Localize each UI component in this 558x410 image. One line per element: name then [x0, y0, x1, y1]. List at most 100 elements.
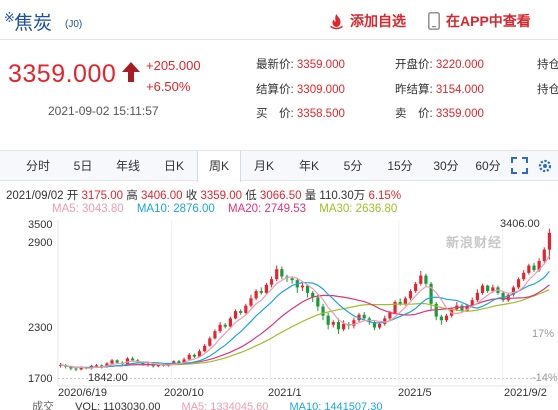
tab-intraday[interactable]: 分时 [25, 159, 50, 173]
quote-timestamp: 2021-09-02 15:11:57 [48, 104, 159, 118]
x-tick-2021-1: 2021/1 [268, 387, 302, 399]
candle-body-70 [419, 275, 423, 284]
candlestick-chart[interactable] [0, 214, 558, 410]
candle-body-62 [378, 323, 382, 328]
ma-legend: MA5: 3043.80 MA10: 2876.00 MA20: 2749.53… [52, 203, 407, 215]
candle-body-72 [429, 283, 433, 304]
candle-body-28 [203, 345, 207, 352]
candle-body-80 [470, 300, 474, 306]
candle-body-35 [239, 311, 243, 313]
info-volume: 110.30万 [319, 190, 366, 202]
x-tick-2021-5: 2021/5 [398, 387, 432, 399]
candle-body-47 [300, 285, 305, 288]
candle-body-79 [465, 305, 469, 312]
candle-body-50 [316, 297, 320, 307]
tab-5min[interactable]: 5分 [343, 159, 363, 173]
candle-body-10 [110, 360, 114, 364]
stat-latest: 最新价: 3359.000 [256, 59, 345, 71]
candle-body-22 [172, 361, 176, 364]
ma30-line [60, 289, 550, 369]
tab-year-k[interactable]: 年K [298, 159, 319, 173]
candle-body-38 [254, 291, 258, 299]
open-in-app-button[interactable]: 在APP中查看 [428, 11, 531, 31]
info-high: 3406.00 [140, 190, 183, 202]
tab-5day[interactable]: 5日 [73, 159, 93, 173]
candle-body-92 [532, 265, 536, 271]
stat-hold: 持仓 [537, 59, 558, 71]
phone-icon [428, 12, 440, 30]
tab-year-line[interactable]: 年线 [115, 159, 140, 173]
pct-tick-17: 17% [532, 328, 555, 340]
volume-legend: 成交 VOL: 1103030.00 MA5: 1334045.60 MA10:… [32, 398, 400, 410]
candle-body-54 [336, 322, 341, 330]
stat-prev-settle: 昨结算: 3154.000 [395, 84, 484, 96]
tab-month-k[interactable]: 月K [253, 159, 274, 173]
candle-info-bar: 2021/09/02 开 3175.00 高 3406.00 收 3359.00… [6, 190, 402, 202]
tab-30min[interactable]: 30分 [433, 159, 459, 173]
stat-buy: 买 价: 3358.500 [256, 108, 345, 120]
ma10-line [60, 271, 550, 369]
volume-ma10: MA10: 1441507.30 [289, 401, 383, 410]
candle-body-78 [460, 305, 464, 312]
candle-body-45 [290, 278, 294, 281]
period-tabs: 分时 5日 年线 日K 周K 月K 年K 5分 15分 30分 60分 [0, 150, 558, 182]
candle-body-41 [269, 279, 274, 285]
ma10-value: MA10: 2876.00 [136, 203, 215, 215]
price-change-percent: +6.50% [146, 79, 191, 94]
fullscreen-icon[interactable] [511, 157, 528, 174]
tab-week-k[interactable]: 周K [197, 151, 241, 182]
candle-body-30 [213, 331, 217, 339]
candle-body-24 [182, 359, 186, 364]
info-pct: 6.15% [368, 190, 402, 202]
candle-body-84 [491, 287, 495, 292]
contract-code: (J0) [65, 19, 83, 30]
candle-body-11 [115, 360, 119, 363]
candle-body-89 [516, 279, 521, 288]
candle-body-74 [439, 316, 443, 321]
candle-body-25 [187, 354, 191, 360]
y-tick-2900: 2900 [28, 237, 53, 249]
tab-60min[interactable]: 60分 [475, 159, 501, 173]
candle-body-14 [131, 358, 135, 361]
candle-body-9 [105, 363, 109, 367]
candle-body-52 [326, 315, 330, 325]
tab-15min[interactable]: 15分 [387, 159, 413, 173]
info-open: 3175.00 [81, 190, 124, 202]
candle-body-87 [506, 294, 510, 301]
candle-body-36 [244, 305, 248, 313]
pct-tick-minus14: -14% [532, 372, 558, 384]
volume-ma5: MA5: 1334045.60 [181, 401, 269, 410]
add-favorite-button[interactable]: 添加自选 [328, 11, 406, 31]
y-tick-1700: 1700 [28, 373, 53, 385]
open-in-app-label: 在APP中查看 [446, 13, 531, 29]
volume-value: VOL: 1103030.00 [75, 401, 161, 410]
info-low: 3066.50 [259, 190, 302, 202]
candle-body-8 [100, 365, 104, 367]
last-price: 3359.000 [8, 60, 117, 88]
candle-body-16 [141, 362, 145, 365]
candle-body-4 [79, 367, 83, 370]
tab-day-k[interactable]: 日K [163, 159, 184, 173]
candle-body-27 [197, 351, 202, 357]
candle-body-67 [403, 298, 407, 304]
y-tick-2300: 2300 [28, 322, 53, 334]
x-tick-2020-10: 2020/10 [164, 387, 204, 399]
candle-body-88 [511, 287, 516, 295]
candle-body-43 [280, 269, 284, 277]
candle-body-83 [486, 285, 490, 292]
candle-body-3 [74, 368, 78, 370]
stats-panel: 最新价: 3359.000 开盘价: 3220.000 持仓 结算价: 3309… [0, 54, 558, 124]
page-header: ※ 焦炭 (J0) 添加自选 在APP中查看 [0, 0, 558, 40]
candle-body-75 [444, 315, 449, 321]
stat-sell: 卖 价: 3359.000 [395, 108, 484, 120]
candle-body-7 [94, 365, 99, 367]
candle-body-19 [156, 364, 160, 367]
candle-body-57 [352, 320, 356, 326]
candle-body-49 [311, 292, 315, 298]
candle-body-31 [218, 324, 222, 332]
flame-icon [330, 13, 343, 29]
gear-icon[interactable] [536, 157, 554, 175]
min-price-label: 1842.00 [88, 372, 128, 384]
candle-body-55 [341, 323, 346, 330]
candle-body-90 [522, 272, 526, 280]
